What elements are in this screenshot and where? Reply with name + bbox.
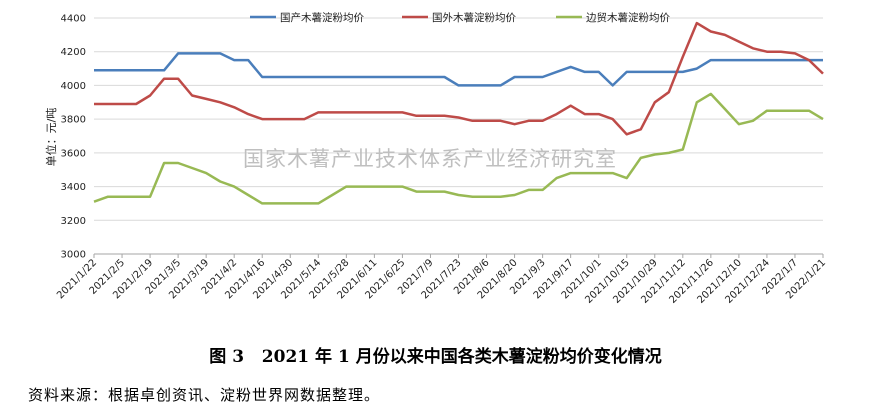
legend-label: 边贸木薯淀粉均价	[586, 11, 670, 24]
series-line-0	[94, 52, 823, 87]
figure-caption: 图 3 2021 年 1 月份以来中国各类木薯淀粉均价变化情况	[209, 347, 662, 367]
y-tick-label: 4400	[61, 14, 86, 25]
legend-label: 国产木薯淀粉均价	[280, 11, 364, 24]
y-tick-label: 4200	[61, 47, 86, 58]
y-tick-label: 4000	[61, 81, 86, 92]
series-line-1	[94, 21, 824, 136]
line-chart: 国家木薯产业技术体系产业经济研究室 3000 3200 3400 3600 3800 40…	[44, 11, 828, 306]
series-lines	[93, 21, 824, 205]
source-note: 资料来源：根据卓创资讯、淀粉世界网数据整理。	[28, 386, 381, 404]
y-tick-label: 3200	[61, 216, 86, 227]
legend: 国产木薯淀粉均价 国外木薯淀粉均价 边贸木薯淀粉均价	[250, 11, 670, 24]
x-tick-labels: 2021/1/222021/2/52021/2/192021/3/52021/3…	[55, 257, 828, 306]
legend-label: 国外木薯淀粉均价	[432, 11, 516, 24]
series-line-2	[93, 92, 824, 205]
y-tick-label: 3400	[61, 182, 86, 193]
y-tick-label: 3000	[61, 250, 86, 261]
axes	[93, 253, 824, 258]
watermark: 国家木薯产业技术体系产业经济研究室	[243, 147, 617, 171]
y-tick-label: 3800	[61, 115, 86, 126]
y-tick-labels: 3000 3200 3400 3600 3800 4000 4200 4400	[61, 14, 86, 261]
y-axis-label: 单位：元/吨	[44, 108, 58, 167]
y-tick-label: 3600	[61, 148, 86, 159]
